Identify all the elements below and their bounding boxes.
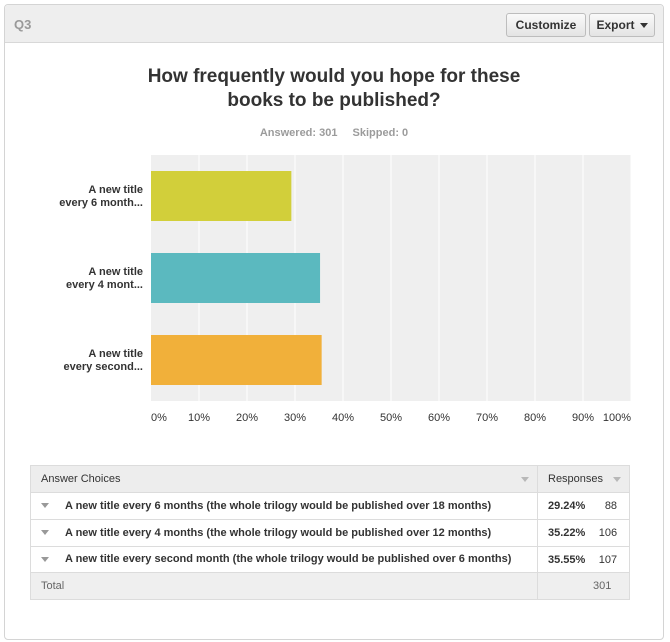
customize-button[interactable]: Customize: [506, 13, 586, 37]
expand-caret-icon[interactable]: [41, 503, 49, 508]
bar: [151, 171, 292, 221]
responses-header-label: Responses: [548, 473, 604, 485]
sort-caret-icon: [613, 477, 621, 482]
answer-choices-header[interactable]: Answer Choices: [30, 465, 538, 493]
response-percent: 35.55%: [548, 554, 586, 566]
response-percent: 29.24%: [548, 500, 586, 512]
expand-caret-icon[interactable]: [41, 530, 49, 535]
category-label: every 4 mont...: [66, 279, 143, 291]
answer-choice-cell: A new title every second month (the whol…: [30, 546, 538, 573]
response-cell: 35.55% 107: [537, 546, 630, 573]
table-row: A new title every second month (the whol…: [30, 546, 630, 573]
answer-choice-text: A new title every 4 months (the whole tr…: [65, 526, 492, 539]
x-tick-label: 80%: [524, 412, 546, 424]
response-summary: Answered: 301 Skipped: 0: [5, 127, 663, 139]
x-tick-label: 60%: [428, 412, 450, 424]
category-label: every 6 month...: [59, 197, 143, 209]
response-count: 88: [604, 500, 618, 512]
x-tick-label: 40%: [332, 412, 354, 424]
x-tick-label: 10%: [188, 412, 210, 424]
x-tick-label: 20%: [236, 412, 258, 424]
question-number: Q3: [14, 17, 32, 32]
question-title: How frequently would you hope for these …: [5, 65, 663, 113]
table-row: A new title every 4 months (the whole tr…: [30, 519, 630, 547]
skipped-count: Skipped: 0: [352, 127, 409, 139]
x-tick-label: 70%: [476, 412, 498, 424]
total-label: Total: [30, 572, 538, 600]
table-header-row: Answer Choices Responses: [30, 465, 630, 493]
chevron-down-icon: [639, 22, 648, 28]
responses-header[interactable]: Responses: [537, 465, 630, 493]
x-tick-label: 0%: [151, 412, 167, 424]
category-label: A new title: [88, 348, 143, 360]
bar: [151, 253, 321, 303]
table-row: A new title every 6 months (the whole tr…: [30, 492, 630, 520]
responses-table: Answer Choices Responses A new title eve…: [30, 465, 630, 600]
export-label: Export: [596, 18, 635, 32]
export-button[interactable]: Export: [589, 13, 655, 37]
x-tick-label: 90%: [572, 412, 594, 424]
category-label: every second...: [64, 361, 144, 373]
answered-count: Answered: 301: [259, 127, 338, 139]
x-tick-label: 100%: [603, 412, 631, 424]
panel-header: Q3 Customize Export: [5, 5, 663, 43]
category-label: A new title: [88, 266, 143, 278]
total-row: Total 301: [30, 572, 630, 600]
sort-caret-icon: [521, 477, 529, 482]
answer-choice-cell: A new title every 4 months (the whole tr…: [30, 519, 538, 547]
answer-choices-header-label: Answer Choices: [41, 473, 121, 485]
question-title-line1: How frequently would you hope for these: [147, 66, 521, 87]
answer-choice-text: A new title every second month (the whol…: [65, 553, 512, 565]
response-percent: 35.22%: [548, 527, 586, 539]
bar: [151, 335, 322, 385]
total-value: 301: [537, 572, 630, 600]
answer-choice-cell: A new title every 6 months (the whole tr…: [30, 492, 538, 520]
x-tick-label: 30%: [284, 412, 306, 424]
response-count: 107: [598, 554, 618, 566]
response-cell: 29.24% 88: [537, 492, 630, 520]
expand-caret-icon[interactable]: [41, 557, 49, 562]
response-count: 106: [598, 527, 618, 539]
category-label: A new title: [88, 184, 143, 196]
question-title-line2: books to be published?: [227, 90, 441, 111]
response-cell: 35.22% 106: [537, 519, 630, 547]
x-tick-label: 50%: [380, 412, 402, 424]
answer-choice-text: A new title every 6 months (the whole tr…: [65, 499, 492, 512]
